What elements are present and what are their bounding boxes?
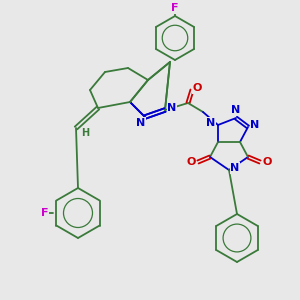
Text: N: N xyxy=(231,105,241,115)
Text: O: O xyxy=(186,157,196,167)
Text: N: N xyxy=(230,163,240,173)
Text: F: F xyxy=(41,208,49,218)
Text: H: H xyxy=(81,128,89,138)
Text: N: N xyxy=(136,118,146,128)
Text: N: N xyxy=(206,118,216,128)
Text: N: N xyxy=(167,103,177,113)
Text: O: O xyxy=(262,157,272,167)
Text: O: O xyxy=(192,83,202,93)
Text: F: F xyxy=(171,3,179,13)
Text: N: N xyxy=(250,120,260,130)
